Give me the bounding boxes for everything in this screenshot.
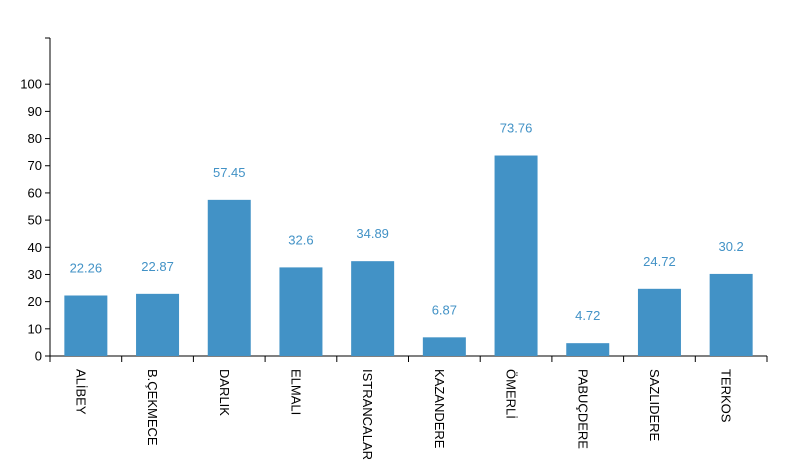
bar bbox=[637, 288, 681, 356]
bar bbox=[207, 199, 251, 356]
data-label: 4.72 bbox=[575, 308, 600, 323]
x-tick-label: TERKOS bbox=[719, 369, 734, 423]
bar bbox=[422, 337, 466, 356]
bar bbox=[64, 295, 108, 356]
y-tick-label: 10 bbox=[28, 321, 42, 336]
bar bbox=[709, 273, 753, 356]
bar bbox=[566, 343, 610, 356]
x-tick-label: ISTRANCALAR bbox=[360, 369, 375, 460]
data-label: 6.87 bbox=[432, 302, 457, 317]
x-tick-label: DARLIK bbox=[217, 369, 232, 416]
x-tick-label: PABUÇDERE bbox=[575, 369, 590, 449]
data-label: 22.26 bbox=[70, 260, 103, 275]
x-axis bbox=[49, 355, 768, 362]
y-tick-label: 0 bbox=[35, 349, 42, 364]
bar bbox=[136, 293, 180, 356]
y-tick-label: 100 bbox=[20, 77, 42, 92]
y-tick-label: 30 bbox=[28, 267, 42, 282]
data-label: 32.6 bbox=[288, 232, 313, 247]
data-label: 73.76 bbox=[500, 121, 533, 136]
data-label: 34.89 bbox=[356, 226, 389, 241]
y-tick-label: 80 bbox=[28, 131, 42, 146]
data-label: 57.45 bbox=[213, 165, 246, 180]
y-tick-label: 20 bbox=[28, 294, 42, 309]
y-tick-label: 70 bbox=[28, 158, 42, 173]
y-tick-label: 60 bbox=[28, 185, 42, 200]
x-tick-label: ÖMERLİ bbox=[504, 369, 519, 419]
bar bbox=[494, 155, 538, 356]
x-tick-label: KAZANDERE bbox=[432, 369, 447, 449]
bars bbox=[64, 155, 753, 356]
category-labels: ALİBEY B.ÇEKMECE DARLIK ELMALI ISTRANCALAR KA… bbox=[73, 369, 733, 460]
x-tick-label: B.ÇEKMECE bbox=[145, 369, 160, 446]
y-tick-label: 90 bbox=[28, 104, 42, 119]
data-label: 22.87 bbox=[141, 259, 174, 274]
x-tick-label: ELMALI bbox=[289, 369, 304, 415]
value-labels: 22.26 22.87 57.45 32.6 34.89 6.87 73.76 4.72 24.… bbox=[70, 121, 744, 324]
y-tick-label: 40 bbox=[28, 240, 42, 255]
y-axis: 0 10 20 30 40 50 60 70 80 90 100 bbox=[20, 37, 51, 364]
y-tick-label: 50 bbox=[28, 213, 42, 228]
bar bbox=[279, 267, 323, 356]
x-tick-label: SAZLIDERE bbox=[647, 369, 662, 442]
data-label: 24.72 bbox=[643, 254, 676, 269]
x-tick-label: ALİBEY bbox=[73, 369, 88, 415]
data-label: 30.2 bbox=[718, 239, 743, 254]
bar bbox=[351, 261, 395, 356]
